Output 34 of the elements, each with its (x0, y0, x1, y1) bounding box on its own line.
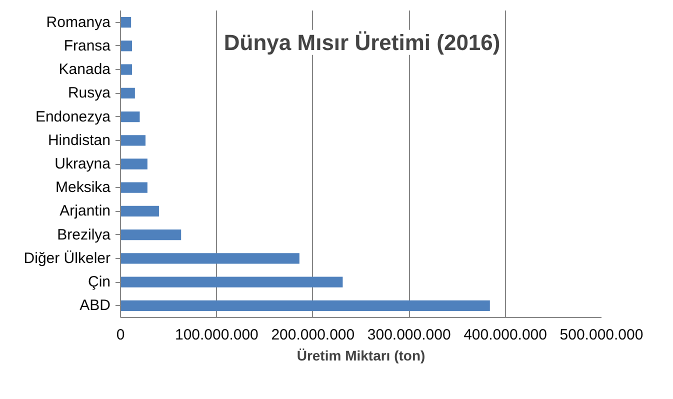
y-tick-label: Fransa (64, 37, 112, 54)
bar (120, 64, 132, 75)
y-tick-label: Brezilya (57, 226, 112, 244)
y-tick-label: Arjantin (60, 202, 110, 220)
x-tick-label: 100.000.000 (174, 326, 258, 344)
y-tick-label: Ukrayna (54, 156, 112, 172)
y-tick-label: Romanya (46, 14, 112, 31)
bar (120, 182, 148, 193)
bar (120, 40, 132, 52)
bar (120, 158, 148, 170)
x-tick-label: 500.000.000 (560, 326, 644, 344)
bar (120, 135, 146, 146)
y-tick-label: Endonezya (35, 108, 112, 126)
bar (120, 16, 132, 28)
bar (120, 300, 490, 312)
bar (120, 206, 159, 217)
bar (120, 276, 343, 288)
x-tick-label: 300.000.000 (367, 326, 451, 344)
y-tick-label: Meksika (55, 179, 112, 196)
text: Dünya Mısır Üretimi (2016) (224, 30, 500, 55)
x-tick-label: 0 (116, 326, 125, 344)
x-tick-label: 200.000.000 (271, 326, 355, 344)
bar (120, 88, 135, 98)
y-tick-label: Rusya (68, 84, 112, 102)
y-tick-label: Çin (88, 274, 111, 291)
x-axis-title: Üretim Miktarı (ton) (296, 348, 426, 364)
y-tick-label: Hindistan (48, 132, 111, 149)
y-tick-label: Diğer Ülkeler (24, 250, 111, 267)
bar (120, 111, 140, 122)
bar (120, 253, 300, 264)
y-tick-label: ABD (80, 297, 111, 314)
bar (120, 230, 182, 240)
y-tick-label: Kanada (58, 61, 112, 78)
x-tick-label: 400.000.000 (464, 326, 548, 344)
